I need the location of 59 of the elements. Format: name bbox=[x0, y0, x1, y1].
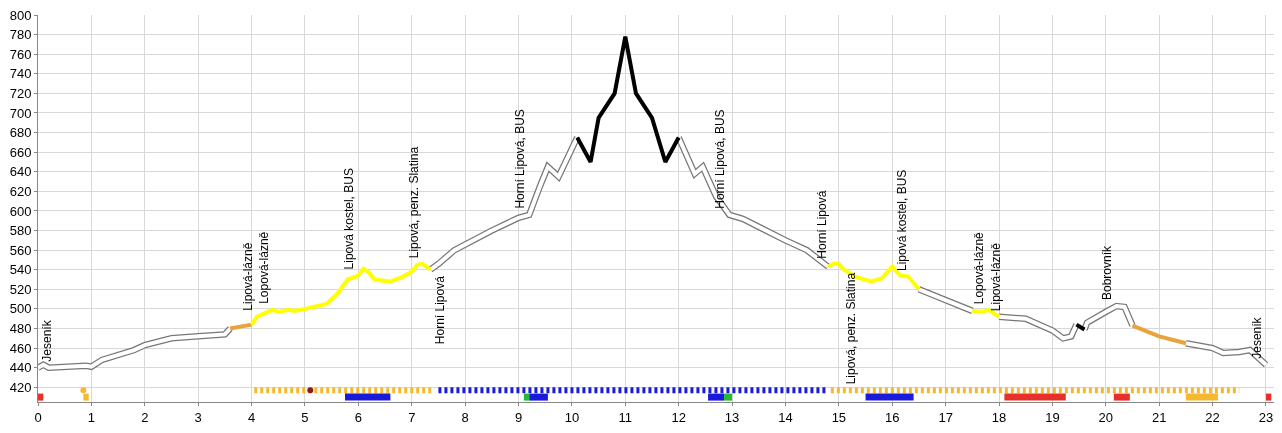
annotation: Lipová kostel, BUS bbox=[894, 169, 909, 272]
x-tick-label: 22 bbox=[1205, 409, 1220, 425]
x-tick-label: 6 bbox=[354, 409, 362, 425]
x-tick-label: 23 bbox=[1258, 409, 1274, 425]
annotation: Lipová, penz. Slatina bbox=[843, 272, 858, 385]
annotation: Horní Lipová, BUS bbox=[713, 109, 728, 209]
x-tick-label: 7 bbox=[408, 409, 416, 425]
y-tick-label: 760 bbox=[9, 46, 32, 62]
x-tick-label: 4 bbox=[247, 409, 256, 425]
y-tick-label: 680 bbox=[9, 125, 32, 141]
y-tick-label: 560 bbox=[9, 242, 32, 258]
y-tick-label: 580 bbox=[9, 223, 32, 239]
x-tick-label: 17 bbox=[938, 409, 953, 425]
y-tick-label: 800 bbox=[9, 7, 32, 23]
y-tick-label: 600 bbox=[9, 203, 32, 219]
x-tick-label: 3 bbox=[194, 409, 202, 425]
x-tick-label: 9 bbox=[514, 409, 523, 425]
annotation: Lipová, penz. Slatina bbox=[406, 146, 421, 259]
x-tick-label: 0 bbox=[34, 409, 42, 425]
x-tick-label: 15 bbox=[831, 409, 847, 425]
annotation: Jeseník bbox=[40, 319, 55, 362]
annotation: Lopová-lázně bbox=[257, 231, 272, 304]
x-tick-label: 10 bbox=[564, 409, 580, 425]
x-tick-label: 20 bbox=[1098, 409, 1114, 425]
y-tick-label: 780 bbox=[9, 27, 32, 43]
x-tick-label: 11 bbox=[618, 409, 633, 425]
y-tick-label: 500 bbox=[9, 301, 32, 317]
y-tick-label: 460 bbox=[9, 340, 32, 356]
annotation: Horní Lipová, BUS bbox=[512, 109, 527, 209]
x-tick-label: 8 bbox=[461, 409, 469, 425]
y-tick-label: 480 bbox=[9, 321, 32, 337]
y-tick-label: 440 bbox=[9, 360, 32, 376]
x-tick-label: 18 bbox=[991, 409, 1007, 425]
annotation: Lipová-lázně bbox=[241, 242, 256, 311]
y-tick-label: 420 bbox=[9, 379, 32, 395]
y-tick-label: 660 bbox=[9, 144, 32, 160]
annotation: Lopová-lázně bbox=[972, 231, 987, 305]
annotation: Jeseník bbox=[1250, 316, 1265, 359]
x-tick-label: 21 bbox=[1151, 409, 1167, 425]
y-tick-label: 720 bbox=[9, 85, 32, 101]
y-tick-label: 700 bbox=[9, 105, 32, 121]
x-tick-label: 5 bbox=[301, 409, 309, 425]
x-tick-label: 16 bbox=[885, 409, 900, 425]
y-tick-label: 520 bbox=[9, 281, 32, 297]
y-tick-label: 740 bbox=[9, 66, 32, 82]
x-tick-label: 14 bbox=[778, 409, 793, 425]
annotation: Lipová-lázně bbox=[988, 242, 1003, 312]
x-tick-label: 1 bbox=[87, 409, 96, 425]
y-tick-label: 620 bbox=[9, 183, 32, 199]
x-tick-label: 13 bbox=[724, 409, 740, 425]
x-tick-label: 12 bbox=[671, 409, 686, 425]
annotation: Lipová kostel, BUS bbox=[342, 168, 357, 270]
x-tick-label: 2 bbox=[141, 409, 149, 425]
annotation: Horní Lipová bbox=[815, 190, 830, 259]
annotation: Horní Lipová bbox=[432, 275, 447, 345]
y-tick-label: 640 bbox=[9, 164, 32, 180]
y-tick-label: 540 bbox=[9, 262, 32, 278]
annotation: Bobrovník bbox=[1100, 244, 1115, 300]
x-tick-label: 19 bbox=[1045, 409, 1060, 425]
